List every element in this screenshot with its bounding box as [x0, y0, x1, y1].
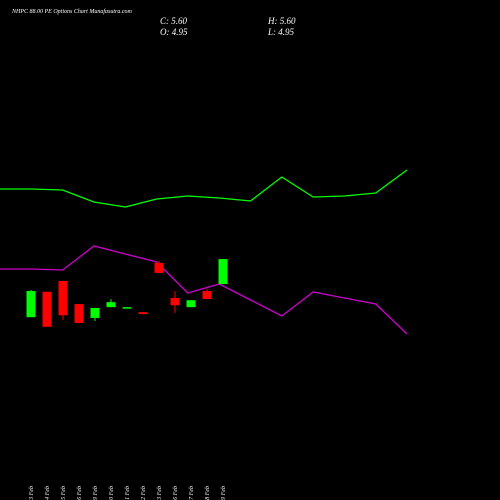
candle-body [202, 290, 212, 300]
x-tick-label: 10 Feb [109, 486, 115, 500]
x-tick-label: 18 Feb [205, 486, 211, 500]
x-tick-label: 03 Feb [29, 486, 35, 500]
indicator-line [0, 245, 408, 335]
close-label: C: 5.60 [160, 16, 188, 26]
high-label: H: 5.60 [267, 16, 296, 26]
candle-body [218, 259, 228, 285]
x-tick-label: 16 Feb [173, 486, 179, 500]
candle-body [106, 302, 116, 308]
open-label: O: 4.95 [160, 27, 188, 37]
chart-title: NHPC 88.00 PE Options Chart Munafasutra.… [11, 8, 133, 15]
x-tick-label: 04 Feb [44, 486, 51, 500]
candle-body [42, 291, 52, 327]
x-tick-label: 05 Feb [61, 486, 67, 500]
x-tick-label: 19 Feb [221, 486, 227, 500]
candle-body [74, 304, 84, 323]
low-label: L: 4.95 [267, 27, 295, 37]
candle-body [90, 307, 100, 318]
x-tick-label: 09 Feb [93, 486, 99, 500]
candle-body [122, 307, 132, 309]
candle-body [186, 300, 196, 308]
x-tick-label: 06 Feb [77, 486, 83, 500]
candle-body [138, 312, 148, 315]
x-tick-label: 13 Feb [157, 486, 163, 500]
candle-body [26, 290, 36, 318]
x-tick-label: 11 Feb [125, 486, 131, 500]
candle-body [58, 280, 68, 316]
indicator-line [0, 169, 408, 208]
x-tick-label: 12 Feb [141, 486, 147, 500]
candle-body [170, 297, 180, 306]
candle-body [154, 262, 164, 273]
x-tick-label: 17 Feb [189, 486, 195, 500]
